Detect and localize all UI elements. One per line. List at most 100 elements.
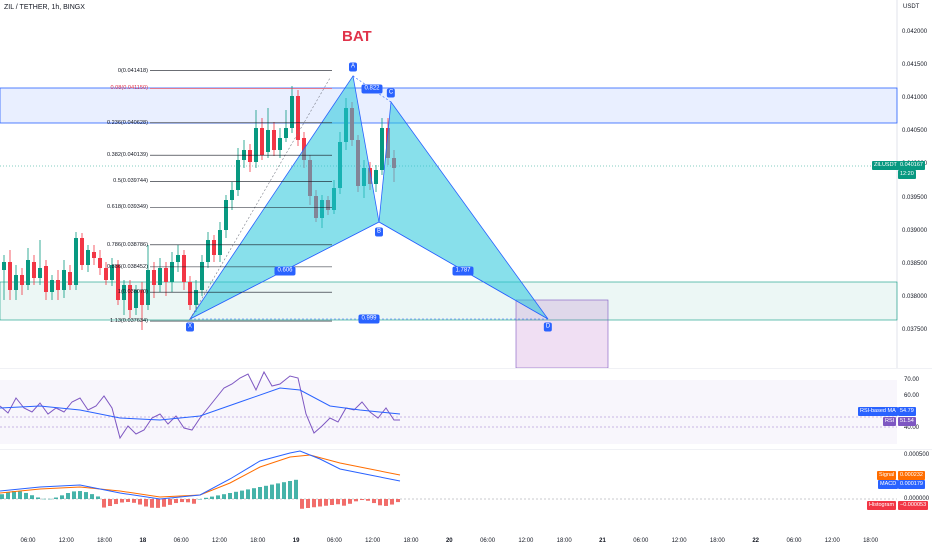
candle-body <box>374 170 378 184</box>
time-axis-tick: 12:00 <box>824 538 840 544</box>
pattern-point-c: C <box>386 88 396 98</box>
time-axis-tick: 06:00 <box>480 538 496 544</box>
macd-histogram-bar <box>348 499 352 504</box>
macd-histogram-bar <box>354 499 358 502</box>
macd-pane[interactable]: 0.000500 0.000000 Signal 0.000232 MACD 0.… <box>0 449 932 535</box>
macd-histogram-bar <box>336 499 340 505</box>
rsi-ma-value-badge: 54.79 <box>898 407 916 416</box>
candle-body <box>296 96 300 140</box>
macd-histogram-bar <box>102 499 106 508</box>
pattern-ratio-xb: 0.606 <box>274 266 296 276</box>
pattern-ratio-ab: 0.822 <box>361 84 383 94</box>
macd-histogram-bar <box>138 499 142 505</box>
macd-histogram-bar <box>120 499 124 503</box>
candle-body <box>248 150 252 162</box>
rsi-axis-tick: 60.00 <box>904 393 920 399</box>
candle-body <box>158 268 162 285</box>
fib-level-label: 0.5(0.039744) <box>113 178 148 185</box>
macd-axis-tick: 0.000000 <box>904 496 930 502</box>
candle-body <box>2 262 6 270</box>
time-axis-tick: 12:00 <box>211 538 228 544</box>
candle-body <box>134 290 138 308</box>
time-axis-tick: 22 <box>752 538 760 544</box>
pattern-point-b: B <box>374 227 384 237</box>
price-axis-tick: 0.040500 <box>902 128 928 135</box>
price-chart[interactable] <box>0 0 932 368</box>
pattern-ratio-bd: 1.787 <box>452 266 474 276</box>
rsi-chart[interactable] <box>0 368 932 448</box>
macd-histogram-bar <box>174 499 178 504</box>
time-axis-tick: 18 <box>139 538 147 544</box>
candle-body <box>38 268 42 278</box>
time-axis-tick: 20 <box>445 538 453 544</box>
candle-body <box>8 262 12 290</box>
macd-histogram-bar <box>156 499 160 508</box>
macd-histogram-bar <box>240 490 244 499</box>
rsi-ma-label-badge: RSI-based MA <box>858 407 898 416</box>
rsi-pane[interactable]: 70.00 60.00 40.00 RSI-based MA 54.79 RSI 5… <box>0 368 932 448</box>
fib-level-label: 0.236(0.040628) <box>106 119 148 126</box>
macd-histogram-bar <box>108 499 112 507</box>
time-axis-tick: 18:00 <box>709 538 725 544</box>
time-axis-tick: 06:00 <box>326 538 342 544</box>
price-axis-tick: 0.037500 <box>902 326 928 333</box>
pattern-title: BAT <box>342 28 372 45</box>
candle-body <box>50 280 54 292</box>
fib-level-label: 1(0.038070) <box>117 289 148 296</box>
macd-histogram-bar <box>114 499 118 505</box>
macd-histogram-bar <box>186 499 190 503</box>
macd-histogram-bar <box>36 497 40 499</box>
macd-histogram-bar <box>6 492 10 499</box>
candle-body <box>260 128 264 155</box>
countdown-badge: 12:20 <box>898 170 916 179</box>
macd-histogram-bar <box>384 499 388 506</box>
macd-histogram-bar <box>30 495 34 499</box>
pattern-ratio-xd: 0.999 <box>358 314 380 324</box>
candle-body <box>380 128 384 170</box>
macd-signal-line <box>0 454 401 498</box>
time-axis-tick: 12:00 <box>365 538 381 544</box>
macd-histogram-bar <box>324 499 328 506</box>
macd-histogram-bar <box>24 492 28 499</box>
price-axis-tick: 0.041000 <box>902 95 928 102</box>
price-axis-tick: 0.041500 <box>902 62 928 69</box>
price-pane[interactable]: ZIL / TETHER, 1h, BINGX BAT USDT 0.04200… <box>0 0 932 368</box>
macd-histogram-bar <box>48 498 52 500</box>
time-axis-tick: 21 <box>599 538 606 544</box>
candle-body <box>116 265 120 300</box>
candle-body <box>92 252 96 258</box>
macd-histogram-bar <box>372 499 376 504</box>
fib-level-label: 0.786(0.038786) <box>106 241 148 248</box>
candle-body <box>122 285 126 300</box>
macd-histogram-bar <box>42 498 46 500</box>
macd-histogram-bar <box>300 499 304 509</box>
candle-body <box>140 290 144 305</box>
time-axis-tick: 18:00 <box>97 538 113 544</box>
macd-histogram-bar <box>246 489 250 499</box>
macd-histogram-bar <box>12 491 16 499</box>
price-axis-tick: 0.039500 <box>902 194 928 201</box>
macd-histogram-bar <box>54 497 58 499</box>
macd-histogram-bar <box>198 499 202 500</box>
macd-chart[interactable] <box>0 449 932 535</box>
time-axis-tick: 18:00 <box>403 538 419 544</box>
macd-histogram-bar <box>78 491 82 499</box>
pattern-point-d: D <box>543 322 553 332</box>
candle-body <box>182 255 186 282</box>
candle-body <box>164 268 168 282</box>
time-axis-tick: 12:00 <box>671 538 687 544</box>
histogram-label-badge: Histogram <box>867 501 897 510</box>
candle-body <box>98 258 102 268</box>
macd-histogram-bar <box>180 499 184 503</box>
macd-histogram-bar <box>204 497 208 499</box>
macd-histogram-bar <box>66 493 70 499</box>
candle-body <box>212 240 216 255</box>
macd-histogram-bar <box>360 499 364 501</box>
candle-body <box>152 270 156 285</box>
macd-histogram-bar <box>288 481 292 499</box>
candle-body <box>188 282 192 305</box>
signal-value-badge: 0.000232 <box>898 471 925 480</box>
macd-histogram-bar <box>72 491 76 499</box>
macd-histogram-bar <box>294 479 298 499</box>
